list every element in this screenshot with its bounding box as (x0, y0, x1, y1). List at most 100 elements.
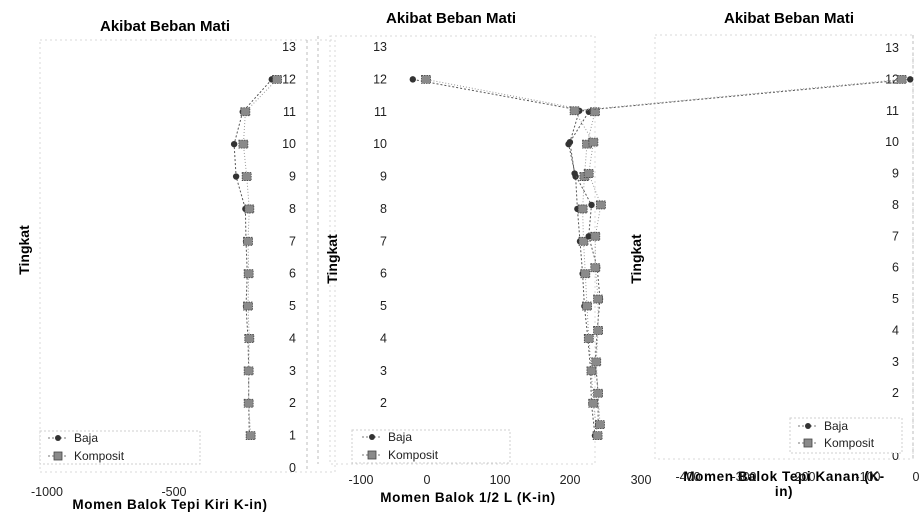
data-point-komposit (588, 137, 599, 147)
plot-frame (654, 34, 914, 460)
data-point-komposit (244, 204, 255, 214)
x-tick-label: -100 (348, 473, 373, 487)
data-point-baja (409, 76, 416, 83)
data-point-komposit (588, 398, 599, 408)
y-tick-label: 8 (380, 202, 387, 216)
series-line-baja (569, 78, 911, 425)
data-point-komposit (578, 236, 589, 246)
legend-marker-komposit (367, 450, 377, 460)
y-tick-label: 9 (289, 170, 296, 184)
y-tick-label: 6 (380, 267, 387, 281)
data-point-komposit (583, 334, 594, 343)
chart-title: Akibat Beban Mati (386, 10, 516, 27)
data-point-komposit (586, 366, 597, 376)
x-tick-label: -200 (790, 470, 815, 484)
legend-label: Komposit (388, 448, 439, 462)
x-tick-label: 100 (490, 473, 511, 487)
y-tick-label: 9 (892, 167, 899, 181)
data-point-komposit (595, 420, 605, 430)
x-axis-label: Momen Balok Tepi Kanan (K-in) (683, 469, 884, 499)
y-tick-label: 11 (374, 105, 387, 119)
y-tick-label: 12 (282, 72, 296, 86)
series-line-baja (233, 79, 273, 436)
legend-marker-komposit (803, 438, 813, 448)
data-point-komposit (582, 301, 592, 311)
data-point-komposit (238, 139, 249, 149)
data-point-baja (566, 138, 574, 146)
y-tick-label: 12 (885, 72, 899, 86)
y-tick-label: 12 (373, 72, 387, 86)
y-tick-label: 8 (289, 202, 296, 216)
legend-box (351, 429, 511, 464)
series-line-baja (412, 78, 596, 436)
y-tick-label: 8 (892, 198, 899, 212)
data-point-komposit (592, 431, 603, 441)
series-line-komposit (573, 78, 902, 425)
x-tick-label: -100 (855, 470, 880, 484)
chart-left: Akibat Beban Mati Tingkat Momen Balok Tepi… (16, 18, 336, 512)
legend-label: Baja (74, 431, 98, 445)
y-tick-label: 5 (380, 299, 387, 313)
data-point-baja (906, 76, 914, 83)
legend-marker-komposit (53, 451, 63, 461)
y-tick-label: 7 (892, 229, 899, 243)
data-point-komposit (593, 294, 603, 304)
x-tick-label: -1000 (31, 485, 63, 499)
y-tick-label: 4 (892, 323, 899, 337)
y-tick-label: 0 (289, 461, 296, 475)
x-tick-label: -400 (675, 470, 700, 484)
data-point-komposit (245, 431, 256, 441)
data-point-komposit (593, 326, 603, 335)
y-tick-label: 13 (282, 40, 296, 54)
y-tick-label: 6 (289, 267, 296, 281)
y-tick-label: 3 (289, 364, 296, 378)
data-point-baja (232, 173, 240, 180)
chart-middle: Akibat Beban Mati Tingkat Momen Balok 1/2 … (317, 10, 652, 505)
y-tick-label: 10 (885, 135, 899, 149)
legend-label: Komposit (74, 449, 125, 463)
chart-right: Akibat Beban Mati Tingkat Momen Balok Tepi… (566, 10, 920, 499)
data-point-baja (588, 201, 595, 209)
y-tick-label: 6 (892, 261, 899, 275)
y-tick-label: 11 (886, 104, 899, 118)
data-point-komposit (243, 269, 254, 279)
data-point-komposit (896, 74, 907, 84)
y-tick-label: 2 (380, 396, 387, 410)
legend-marker-baja (805, 423, 811, 429)
data-point-komposit (590, 107, 600, 117)
chart-title: Akibat Beban Mati (100, 18, 230, 35)
data-point-komposit (421, 74, 431, 84)
y-tick-label: 4 (380, 331, 387, 345)
y-tick-label: 5 (892, 292, 899, 306)
x-tick-label: -500 (161, 485, 186, 499)
y-tick-label: 3 (892, 355, 899, 369)
y-tick-label: 0 (892, 449, 899, 463)
data-point-komposit (243, 236, 253, 246)
x-axis-label-line-2: in) (775, 484, 793, 499)
y-tick-label: 7 (289, 234, 296, 248)
y-tick-label: 13 (373, 40, 387, 54)
y-tick-label: 4 (289, 331, 296, 345)
legend-label: Baja (824, 419, 848, 433)
y-tick-label: 1 (289, 429, 296, 443)
y-tick-label: 5 (289, 299, 296, 313)
y-tick-label: 2 (892, 386, 899, 400)
data-point-baja (230, 140, 238, 148)
data-point-komposit (244, 334, 255, 343)
x-axis-label: Momen Balok 1/2 L (K-in) (380, 490, 555, 505)
y-tick-label: 7 (380, 234, 387, 248)
plot-frame (39, 39, 336, 473)
y-axis-label: Tingkat (628, 234, 644, 284)
x-tick-label: 300 (631, 473, 652, 487)
data-point-komposit (577, 204, 588, 214)
y-axis-label: Tingkat (16, 225, 32, 275)
data-point-komposit (243, 398, 254, 408)
y-tick-label: 10 (282, 137, 296, 151)
legend-label: Baja (388, 430, 412, 444)
data-point-komposit (241, 172, 252, 181)
data-point-komposit (593, 388, 603, 398)
y-tick-label: 10 (373, 137, 387, 151)
data-point-komposit (590, 231, 601, 241)
x-axis-label: Momen Balok Tepi Kiri K-in) (72, 497, 267, 512)
